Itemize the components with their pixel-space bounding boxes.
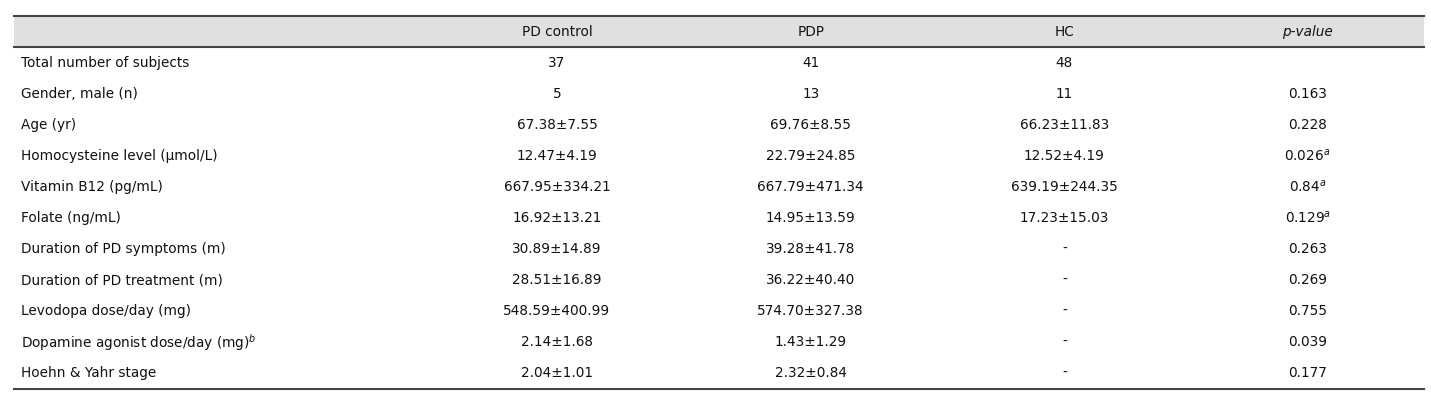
- Text: PDP: PDP: [797, 25, 824, 39]
- Text: 30.89±14.89: 30.89±14.89: [512, 242, 601, 256]
- Text: 12.52±4.19: 12.52±4.19: [1025, 149, 1105, 163]
- Text: 574.70±327.38: 574.70±327.38: [757, 304, 864, 318]
- Text: 0.039: 0.039: [1288, 335, 1327, 349]
- Text: -: -: [1062, 366, 1068, 380]
- Text: 667.79±471.34: 667.79±471.34: [757, 180, 864, 194]
- Text: 48: 48: [1056, 56, 1073, 70]
- Text: 14.95±13.59: 14.95±13.59: [766, 211, 856, 225]
- Text: 22.79±24.85: 22.79±24.85: [766, 149, 856, 163]
- Text: Hoehn & Yahr stage: Hoehn & Yahr stage: [21, 366, 157, 380]
- Text: Levodopa dose/day (mg): Levodopa dose/day (mg): [21, 304, 192, 318]
- Text: 11: 11: [1056, 87, 1073, 101]
- Text: p-value: p-value: [1282, 25, 1332, 39]
- Text: 13: 13: [801, 87, 820, 101]
- Text: 1.43±1.29: 1.43±1.29: [774, 335, 847, 349]
- Text: Age (yr): Age (yr): [21, 118, 77, 132]
- Text: 39.28±41.78: 39.28±41.78: [766, 242, 856, 256]
- Text: 2.04±1.01: 2.04±1.01: [521, 366, 592, 380]
- Text: HC: HC: [1055, 25, 1075, 39]
- Text: 12.47±4.19: 12.47±4.19: [517, 149, 597, 163]
- Text: 0.163: 0.163: [1288, 87, 1327, 101]
- Text: Total number of subjects: Total number of subjects: [21, 56, 190, 70]
- Text: 0.129$^{a}$: 0.129$^{a}$: [1285, 210, 1331, 226]
- Text: Folate (ng/mL): Folate (ng/mL): [21, 211, 122, 225]
- Text: Duration of PD symptoms (m): Duration of PD symptoms (m): [21, 242, 226, 256]
- Text: 2.32±0.84: 2.32±0.84: [774, 366, 847, 380]
- Text: 0.263: 0.263: [1288, 242, 1327, 256]
- Text: 0.755: 0.755: [1288, 304, 1327, 318]
- Text: Homocysteine level (μmol/L): Homocysteine level (μmol/L): [21, 149, 218, 163]
- Text: 548.59±400.99: 548.59±400.99: [504, 304, 611, 318]
- Text: PD control: PD control: [522, 25, 592, 39]
- Text: 0.84$^{a}$: 0.84$^{a}$: [1289, 179, 1327, 195]
- Text: 67.38±7.55: 67.38±7.55: [517, 118, 597, 132]
- Text: 16.92±13.21: 16.92±13.21: [512, 211, 601, 225]
- Text: 41: 41: [801, 56, 820, 70]
- Text: 0.269: 0.269: [1288, 273, 1327, 287]
- Text: 66.23±11.83: 66.23±11.83: [1020, 118, 1109, 132]
- Text: 36.22±40.40: 36.22±40.40: [766, 273, 856, 287]
- Text: 667.95±334.21: 667.95±334.21: [504, 180, 611, 194]
- Text: Gender, male (n): Gender, male (n): [21, 87, 139, 101]
- Text: 0.026$^{a}$: 0.026$^{a}$: [1285, 148, 1331, 164]
- Text: 28.51±16.89: 28.51±16.89: [512, 273, 601, 287]
- Bar: [14, 16, 1424, 47]
- Text: Duration of PD treatment (m): Duration of PD treatment (m): [21, 273, 223, 287]
- Text: 0.228: 0.228: [1288, 118, 1327, 132]
- Text: Dopamine agonist dose/day (mg)$^{b}$: Dopamine agonist dose/day (mg)$^{b}$: [21, 332, 258, 353]
- Text: -: -: [1062, 335, 1068, 349]
- Text: 0.177: 0.177: [1288, 366, 1327, 380]
- Text: -: -: [1062, 242, 1068, 256]
- Text: -: -: [1062, 304, 1068, 318]
- Text: 69.76±8.55: 69.76±8.55: [770, 118, 851, 132]
- Text: -: -: [1062, 273, 1068, 287]
- Text: 2.14±1.68: 2.14±1.68: [521, 335, 592, 349]
- Text: Vitamin B12 (pg/mL): Vitamin B12 (pg/mL): [21, 180, 163, 194]
- Text: 5: 5: [552, 87, 561, 101]
- Text: 639.19±244.35: 639.19±244.35: [1010, 180, 1118, 194]
- Text: 37: 37: [548, 56, 565, 70]
- Text: 17.23±15.03: 17.23±15.03: [1020, 211, 1109, 225]
